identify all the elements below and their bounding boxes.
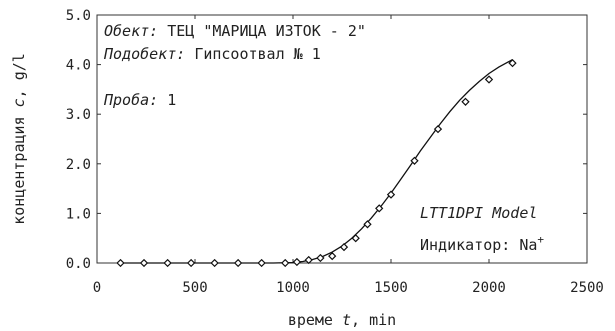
data-point xyxy=(257,258,266,268)
y-tick-label: 0.0 xyxy=(66,256,91,272)
data-point xyxy=(116,258,125,268)
data-point xyxy=(363,220,372,229)
data-point xyxy=(304,255,313,265)
x-tick-label: 0 xyxy=(93,280,101,296)
subobject-annotation: Подобект: Гипсоотвал № 1 xyxy=(103,45,321,63)
y-axis-ticks: 0.0 1.0 2.0 3.0 4.0 5.0 xyxy=(66,8,587,272)
y-tick-label: 2.0 xyxy=(66,157,91,173)
data-point xyxy=(316,253,325,263)
data-point xyxy=(375,204,384,213)
y-tick-label: 5.0 xyxy=(66,8,91,24)
model-curve-path xyxy=(120,59,513,264)
data-point xyxy=(210,258,219,268)
measured-points xyxy=(116,58,517,268)
data-point xyxy=(461,97,470,106)
data-point xyxy=(508,58,517,68)
sample-annotation: Проба: 1 xyxy=(103,91,176,109)
data-point xyxy=(186,258,196,268)
data-point xyxy=(292,257,302,267)
x-axis-ticks: 0 500 1000 1500 2000 2500 xyxy=(93,15,604,296)
x-tick-label: 500 xyxy=(182,280,207,296)
x-tick-label: 1500 xyxy=(374,280,408,296)
data-point xyxy=(386,190,396,199)
y-tick-label: 4.0 xyxy=(66,58,91,74)
data-point xyxy=(351,234,360,243)
x-tick-label: 1000 xyxy=(276,280,310,296)
data-point xyxy=(433,124,443,134)
model-annotation: LTT1DPI Model xyxy=(420,204,537,222)
indicator-annotation: Индикатор: Na+ xyxy=(420,233,544,254)
data-point xyxy=(328,251,337,261)
data-point xyxy=(410,156,419,165)
object-annotation: Обект: ТЕЦ "МАРИЦА ИЗТОК - 2" xyxy=(104,22,366,40)
y-tick-label: 3.0 xyxy=(66,107,91,123)
y-tick-label: 1.0 xyxy=(66,206,91,222)
plot-frame xyxy=(96,14,588,264)
model-curve xyxy=(120,59,513,264)
x-tick-label: 2500 xyxy=(570,280,604,296)
data-point xyxy=(233,258,243,268)
y-axis-title: концентрация c, g/l xyxy=(10,53,28,225)
data-point xyxy=(484,75,494,84)
x-axis-title: време t, min xyxy=(288,311,396,329)
data-point xyxy=(339,242,349,252)
data-point xyxy=(281,258,290,268)
data-point xyxy=(163,258,172,268)
x-tick-label: 2000 xyxy=(472,280,506,296)
data-point xyxy=(139,258,149,268)
